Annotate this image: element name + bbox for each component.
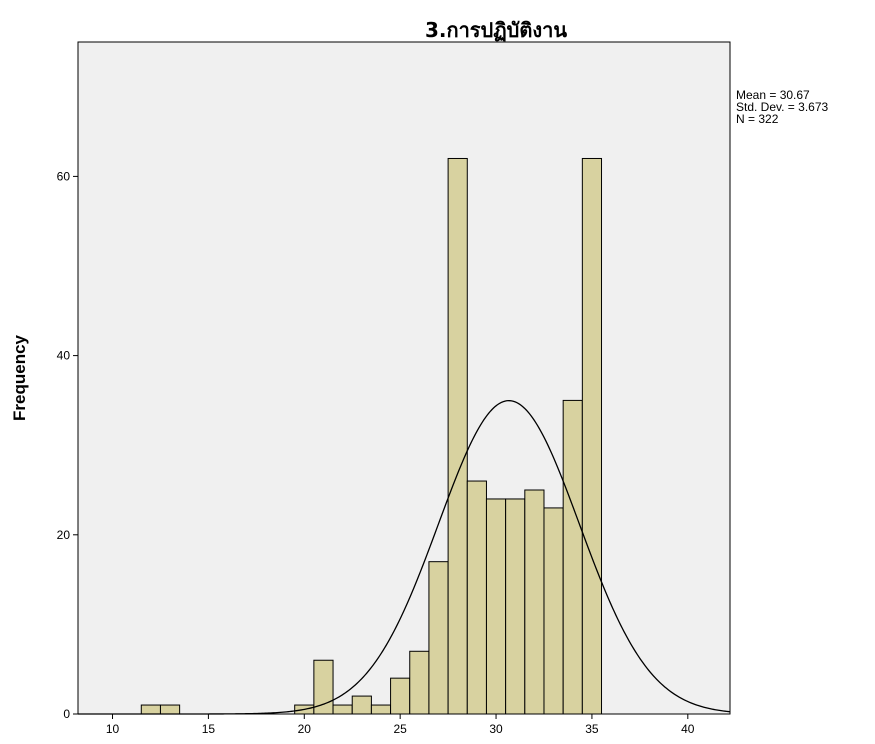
histogram-bar [159,704,181,715]
histogram-bar [313,659,334,715]
y-tick-label: 0 [63,707,70,721]
x-tick-label: 35 [585,722,599,736]
x-tick-label: 15 [202,722,216,736]
histogram-bar [466,480,487,715]
histogram-bar [447,157,468,715]
histogram-bar [543,507,564,715]
stats-line: N = 322 [736,112,779,126]
histogram-bar [409,650,430,715]
histogram-bar [370,704,392,715]
histogram-bar [351,695,372,715]
stats-line: Mean = 30.67 [736,88,810,102]
histogram-bar [581,157,603,715]
x-tick-label: 25 [393,722,407,736]
histogram-bar [390,677,411,715]
histogram-bar [562,399,583,715]
histogram-bar [524,489,545,715]
bars-group [140,157,603,715]
x-tick-label: 10 [106,722,120,736]
y-tick-label: 40 [57,349,71,363]
x-tick-label: 40 [681,722,695,736]
y-axis: 0 20 40 60 [57,169,78,721]
y-tick-label: 20 [57,528,71,542]
histogram-bar [485,498,507,715]
histogram-bar [140,704,161,715]
histogram-bar [332,704,353,715]
y-tick-label: 60 [57,169,71,183]
x-axis: 10 15 20 25 30 35 40 [106,714,695,736]
chart-title: 3.การปฏิบัติงาน [425,18,567,42]
histogram-bar [505,498,526,715]
x-tick-label: 30 [489,722,503,736]
stats-line: Std. Dev. = 3.673 [736,100,828,114]
histogram-bar [428,561,449,715]
plot-area [77,41,731,715]
y-axis-label: Frequency [10,334,29,421]
normal-curve [78,399,731,715]
x-tick-label: 20 [298,722,312,736]
